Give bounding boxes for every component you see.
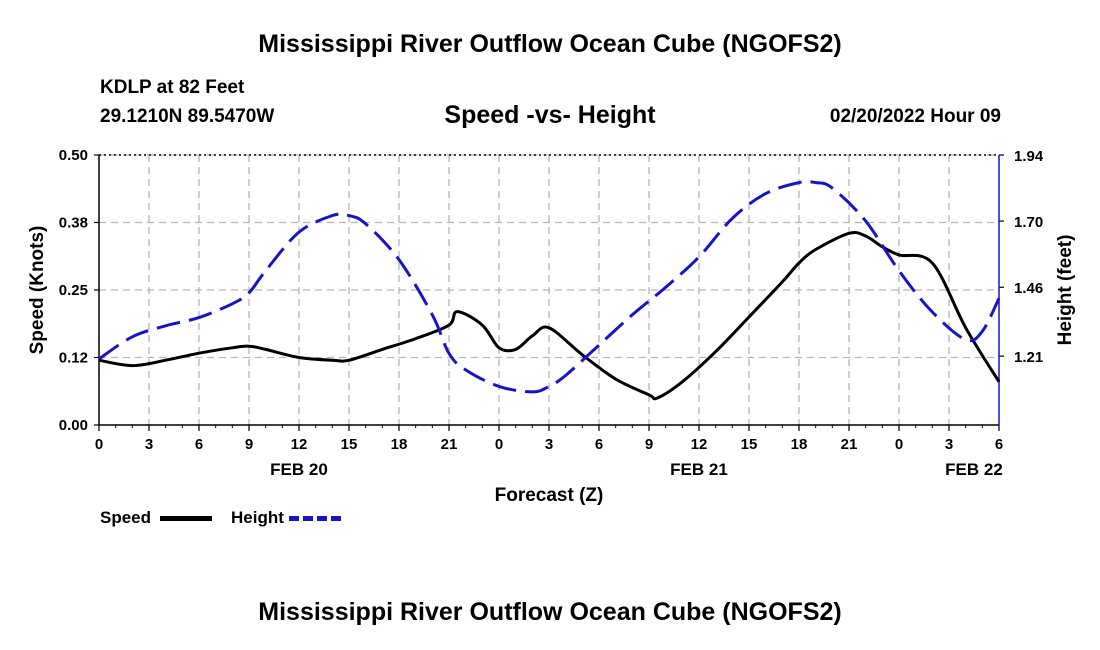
legend-height-swatch (288, 516, 341, 522)
x-tick-label: 3 (545, 436, 553, 453)
legend-height-label: Height (231, 508, 284, 527)
y2-tick-label: 1.46 (1014, 280, 1043, 297)
x-tick-label: 0 (895, 436, 903, 453)
x-tick-label: 9 (245, 436, 253, 453)
x-tick-label: 12 (691, 436, 708, 453)
x-tick-label: 9 (645, 436, 653, 453)
y-tick-label: 0.12 (59, 350, 88, 367)
axes (94, 154, 1004, 431)
x-tick-label: 15 (341, 436, 358, 453)
series (98, 180, 1001, 401)
y-tick-label: 0.50 (59, 147, 88, 164)
x-tick-label: 21 (441, 436, 458, 453)
tick-labels: 0 3 6 9 12 15 18 21 0 3 6 9 12 15 18 21 0 3 6 0.00 0.12 0.25 0… (27, 147, 1076, 506)
y-tick-label: 0.00 (59, 417, 88, 434)
date-label: FEB 22 (945, 460, 1003, 479)
legend-speed-label: Speed (100, 508, 152, 527)
x-tick-label: 18 (391, 436, 408, 453)
x-tick-label: 3 (945, 436, 953, 453)
x-tick-label: 6 (595, 436, 603, 453)
legend-height: Height (231, 508, 341, 528)
x-tick-label: 6 (995, 436, 1003, 453)
x-tick-label: 15 (741, 436, 758, 453)
x-tick-label: 0 (495, 436, 503, 453)
x-tick-label: 3 (145, 436, 153, 453)
date-label: FEB 20 (270, 460, 328, 479)
station-label: KDLP at 82 Feet (100, 77, 245, 98)
chart-title: Mississippi River Outflow Ocean Cube (NG… (258, 30, 842, 58)
legend-speed-swatch (159, 516, 212, 522)
date-label: FEB 21 (670, 460, 728, 479)
x-tick-label: 18 (791, 436, 808, 453)
chart-subtitle: Speed -vs- Height (444, 101, 656, 129)
speed-series-line (98, 230, 1001, 401)
y-tick-label: 0.38 (59, 215, 88, 232)
y2-axis-title: Height (feet) (1055, 235, 1076, 346)
y2-tick-label: 1.70 (1014, 214, 1043, 231)
y-tick-label: 0.25 (59, 282, 88, 299)
y2-tick-label: 1.94 (1014, 148, 1044, 165)
y2-tick-label: 1.21 (1014, 349, 1043, 366)
coordinates-label: 29.1210N 89.5470W (100, 106, 275, 127)
forecast-datetime: 02/20/2022 Hour 09 (829, 106, 1001, 127)
x-tick-label: 12 (291, 436, 308, 453)
x-tick-label: 21 (841, 436, 858, 453)
chart-title-repeat: Mississippi River Outflow Ocean Cube (NG… (258, 598, 842, 626)
height-series-line (98, 180, 1001, 394)
legend-speed: Speed (100, 508, 212, 528)
x-tick-label: 0 (95, 436, 103, 453)
x-tick-label: 6 (195, 436, 203, 453)
y-axis-title: Speed (Knots) (27, 226, 48, 355)
x-axis-title: Forecast (Z) (495, 485, 604, 506)
speed-height-chart: 0 3 6 9 12 15 18 21 0 3 6 9 12 15 18 21 0 3 6 0.00 0.12 0.25 0… (27, 147, 1076, 506)
grid-lines (99, 154, 999, 425)
